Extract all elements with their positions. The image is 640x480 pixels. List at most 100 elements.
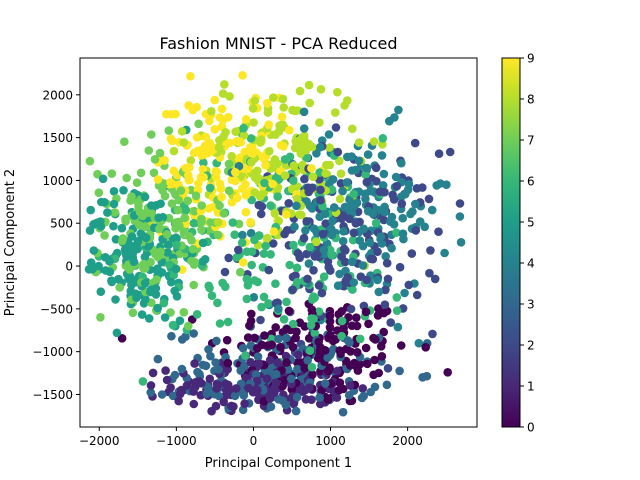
scatter-point [328, 175, 338, 184]
scatter-point [120, 245, 130, 254]
scatter-point [89, 246, 99, 255]
scatter-point [306, 320, 316, 330]
scatter-point [288, 343, 298, 352]
scatter-point [343, 336, 353, 345]
scatter-point [157, 390, 167, 399]
scatter-point [141, 233, 151, 243]
scatter-point [295, 86, 305, 96]
scatter-point [309, 224, 319, 234]
scatter-point [316, 343, 325, 352]
scatter-point [266, 250, 275, 259]
scatter-point [189, 148, 199, 158]
scatter-point [248, 104, 258, 113]
scatter-point [256, 315, 265, 325]
scatter-point [365, 238, 375, 247]
scatter-point [319, 272, 329, 282]
scatter-point [103, 208, 112, 217]
scatter-point [252, 376, 262, 386]
scatter-point [171, 233, 181, 242]
colorbar-tick-label: 3 [527, 298, 535, 312]
scatter-point [301, 385, 310, 395]
chart-title: Fashion MNIST - PCA Reduced [159, 34, 397, 53]
scatter-point [211, 166, 220, 176]
scatter-point [117, 236, 127, 246]
scatter-point [263, 108, 273, 117]
scatter-point [109, 199, 119, 209]
scatter-point [422, 371, 432, 381]
scatter-point [172, 240, 181, 250]
scatter-point [295, 145, 305, 154]
scatter-point [251, 370, 261, 379]
scatter-point [231, 168, 240, 177]
scatter-point [97, 197, 106, 207]
scatter-point [275, 121, 284, 130]
scatter-point [440, 248, 449, 258]
scatter-point [129, 257, 139, 267]
scatter-point [160, 191, 170, 201]
scatter-point [344, 390, 354, 400]
scatter-point [386, 318, 396, 327]
scatter-point [293, 249, 303, 258]
scatter-point [168, 320, 178, 330]
scatter-point [212, 384, 221, 393]
scatter-point [171, 264, 181, 274]
scatter-point [363, 150, 373, 159]
colorbar-tick-label: 5 [527, 216, 535, 230]
scatter-point [214, 391, 224, 401]
scatter-point [300, 364, 310, 373]
scatter-point [280, 171, 290, 180]
scatter-point [241, 207, 251, 217]
scatter-point [254, 359, 264, 369]
scatter-point [273, 159, 282, 168]
scatter-point [309, 292, 318, 301]
scatter-point [363, 359, 372, 369]
scatter-point [219, 209, 229, 218]
scatter-point [295, 210, 304, 219]
scatter-point [361, 343, 371, 353]
scatter-point [236, 267, 245, 277]
scatter-point [205, 374, 215, 384]
scatter-point [89, 220, 98, 229]
scatter-point [150, 155, 160, 164]
scatter-point [345, 361, 355, 370]
scatter-point [224, 159, 234, 169]
scatter-point [325, 160, 335, 170]
scatter-point [241, 115, 251, 124]
scatter-point [283, 365, 293, 374]
scatter-point [206, 351, 215, 361]
scatter-point [269, 384, 279, 393]
scatter-point [213, 230, 223, 240]
scatter-point [247, 260, 256, 270]
scatter-point [189, 329, 198, 338]
scatter-point [400, 288, 409, 298]
scatter-point [404, 280, 414, 290]
scatter-point [353, 348, 362, 357]
scatter-point [238, 343, 248, 353]
scatter-point [339, 244, 349, 254]
scatter-point [84, 265, 94, 274]
y-tick-label: 1500 [42, 131, 73, 145]
scatter-point [210, 95, 220, 105]
scatter-point [387, 243, 396, 253]
scatter-point [314, 307, 324, 316]
scatter-point [323, 395, 333, 404]
scatter-point [362, 163, 372, 173]
scatter-point [135, 207, 145, 217]
scatter-point [327, 250, 337, 260]
scatter-point [324, 130, 334, 139]
scatter-point [201, 361, 211, 371]
scatter-point [370, 382, 380, 392]
scatter-point [220, 80, 229, 89]
scatter-point [374, 287, 384, 297]
scatter-point [328, 216, 337, 226]
scatter-point [140, 192, 150, 202]
scatter-point [144, 146, 154, 155]
scatter-point [162, 109, 171, 119]
scatter-point [289, 161, 299, 170]
scatter-point [148, 368, 158, 378]
scatter-point [333, 147, 343, 157]
scatter-point [292, 277, 302, 287]
scatter-point [347, 166, 357, 175]
scatter-point [340, 202, 350, 212]
scatter-point [347, 321, 357, 331]
